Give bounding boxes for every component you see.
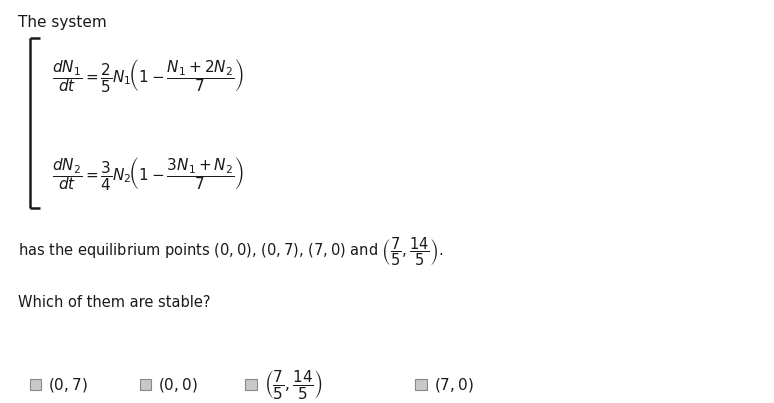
Text: $\dfrac{dN_1}{dt} = \dfrac{2}{5}N_1\!\left(1 - \dfrac{N_1 + 2N_2}{7}\right)$: $\dfrac{dN_1}{dt} = \dfrac{2}{5}N_1\!\le… (52, 56, 244, 93)
FancyBboxPatch shape (30, 379, 42, 390)
Text: $(0,0)$: $(0,0)$ (159, 376, 198, 393)
Text: has the equilibrium points $(0,0)$, $(0,7)$, $(7,0)$ and $\left(\dfrac{7}{5},\df: has the equilibrium points $(0,0)$, $(0,… (18, 235, 444, 268)
Text: Which of them are stable?: Which of them are stable? (18, 295, 211, 310)
Text: $\dfrac{dN_2}{dt} = \dfrac{3}{4}N_2\!\left(1 - \dfrac{3N_1 + N_2}{7}\right)$: $\dfrac{dN_2}{dt} = \dfrac{3}{4}N_2\!\le… (52, 154, 244, 191)
FancyBboxPatch shape (245, 379, 256, 390)
FancyBboxPatch shape (140, 379, 152, 390)
Text: $(7,0)$: $(7,0)$ (433, 376, 473, 393)
Text: The system: The system (18, 15, 107, 30)
Text: $(0,7)$: $(0,7)$ (49, 376, 88, 393)
Text: $\left(\dfrac{7}{5},\dfrac{14}{5}\right)$: $\left(\dfrac{7}{5},\dfrac{14}{5}\right)… (263, 368, 322, 401)
FancyBboxPatch shape (415, 379, 426, 390)
